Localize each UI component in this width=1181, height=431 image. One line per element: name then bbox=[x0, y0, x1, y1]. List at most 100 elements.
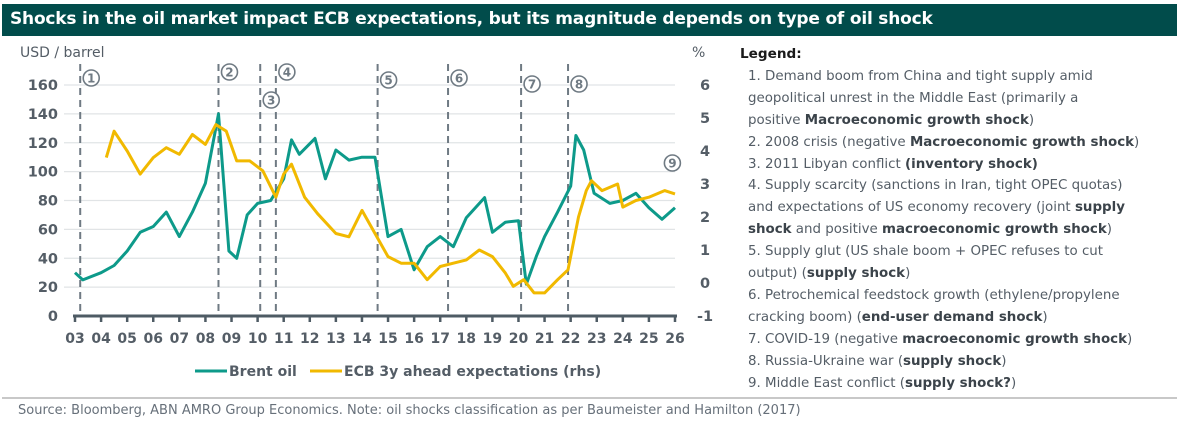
shock-marker-label: 1 bbox=[87, 72, 95, 86]
series-lines bbox=[73, 112, 676, 295]
y-tick-label: 60 bbox=[38, 222, 58, 238]
legend-text: positive bbox=[748, 112, 805, 128]
y-tick-label: 120 bbox=[28, 136, 58, 152]
legend-text: 3. 2011 Libyan conflict bbox=[748, 156, 905, 172]
legend-text: 4. Supply scarcity (sanctions in Iran, t… bbox=[748, 178, 1123, 194]
shock-marker-circle bbox=[220, 63, 239, 81]
legend-text: 6. Petrochemical feedstock growth (ethyl… bbox=[748, 287, 1120, 303]
legend-text: ) bbox=[1134, 134, 1140, 150]
y2-tick-label: 2 bbox=[700, 210, 710, 226]
x-tick-label: 14 bbox=[352, 331, 372, 347]
shock-marker-circle bbox=[262, 91, 281, 109]
legend-item: shock and positive macroeconomic growth … bbox=[748, 219, 1180, 241]
shock-marker-circle bbox=[523, 75, 541, 93]
y-tick-label: 100 bbox=[28, 165, 58, 181]
legend-text: ) bbox=[1010, 375, 1017, 391]
x-tick-label: 16 bbox=[404, 331, 423, 347]
legend-text: and expectations of US economy recovery … bbox=[748, 200, 1075, 216]
legend-text: ) bbox=[1028, 112, 1035, 128]
legend-item: 1. Demand boom from China and tight supp… bbox=[748, 66, 1180, 88]
legend-text: 5. Supply glut (US shale boom + OPEC ref… bbox=[748, 244, 1104, 260]
legend-item: cracking boom) (end-user demand shock) bbox=[748, 307, 1180, 329]
legend-text: 1. Demand boom from China and tight supp… bbox=[748, 68, 1093, 84]
y2-tick-label: 1 bbox=[700, 243, 710, 259]
shock-marker-label: 3 bbox=[267, 94, 275, 108]
legend-heading: Legend: bbox=[740, 46, 802, 62]
y2-tick-label: 4 bbox=[700, 144, 710, 160]
x-tick-label: 08 bbox=[196, 331, 215, 347]
title-bar: Shocks in the oil market impact ECB expe… bbox=[2, 4, 1177, 36]
legend-item: and expectations of US economy recovery … bbox=[748, 197, 1180, 219]
y2-tick-label: 3 bbox=[700, 177, 710, 193]
shock-type: Macroeconomic growth shock bbox=[804, 112, 1029, 128]
y-tick-label: 160 bbox=[28, 78, 58, 94]
y-tick-label: 140 bbox=[28, 107, 58, 123]
y-tick-label: 40 bbox=[38, 251, 58, 267]
shock-markers: 1 2 34 5 6 7 8 9 bbox=[79, 63, 682, 316]
shock-type: supply shock bbox=[903, 353, 1002, 369]
legend-item: 4. Supply scarcity (sanctions in Iran, t… bbox=[748, 175, 1180, 197]
shock-type: supply bbox=[1074, 200, 1125, 216]
x-tick-label: 23 bbox=[587, 331, 606, 347]
y2-tick-label: 6 bbox=[700, 78, 710, 94]
shock-legend-panel: Legend: 1. Demand boom from China and ti… bbox=[740, 44, 1180, 395]
shock-marker-circle bbox=[663, 154, 682, 172]
x-tick-label: 04 bbox=[91, 331, 111, 347]
legend-item: 3. 2011 Libyan conflict (inventory shock… bbox=[748, 154, 1180, 176]
shock-type: supply shock? bbox=[904, 375, 1011, 391]
shock-marker-label: 5 bbox=[384, 74, 392, 88]
legend-text: and positive bbox=[791, 222, 883, 238]
chart-title: Shocks in the oil market impact ECB expe… bbox=[10, 9, 933, 29]
legend-item: output) (supply shock) bbox=[748, 263, 1180, 285]
x-tick-label: 19 bbox=[483, 331, 502, 347]
x-tick-label: 21 bbox=[535, 331, 554, 347]
x-tick-label: 06 bbox=[144, 331, 163, 347]
shock-marker-label: 9 bbox=[668, 157, 676, 171]
shock-type: supply shock bbox=[806, 266, 906, 282]
y-tick-label: 80 bbox=[38, 194, 58, 210]
legend-item: 5. Supply glut (US shale boom + OPEC ref… bbox=[748, 241, 1180, 263]
y2-axis-label: % bbox=[692, 45, 705, 61]
legend-text: output) ( bbox=[748, 266, 807, 282]
shock-type: shock bbox=[748, 222, 792, 238]
x-tick-label: 26 bbox=[665, 331, 684, 347]
legend-text: geopolitical unrest in the Middle East (… bbox=[748, 90, 1079, 106]
y-axis-right: -1 0 1 2 3 4 5 6 bbox=[697, 78, 713, 325]
y-axis-label: USD / barrel bbox=[20, 45, 104, 61]
shock-type: (inventory shock) bbox=[905, 156, 1038, 172]
shock-marker-label: 2 bbox=[225, 66, 233, 80]
legend-text: 9. Middle East conflict ( bbox=[748, 375, 905, 391]
chart-legend: Brent oil ECB 3y ahead expectations (rhs) bbox=[195, 364, 601, 380]
x-tick-label: 17 bbox=[430, 331, 449, 347]
source-note: Source: Bloomberg, ABN AMRO Group Econom… bbox=[18, 403, 801, 418]
x-tick-label: 09 bbox=[222, 331, 241, 347]
shock-marker-circle bbox=[450, 69, 468, 87]
shock-marker-circle bbox=[82, 69, 101, 87]
legend-text: 7. COVID-19 (negative bbox=[748, 331, 903, 347]
x-tick-label: 07 bbox=[170, 331, 189, 347]
shock-marker-label: 8 bbox=[575, 78, 583, 92]
y2-tick-label: 5 bbox=[700, 111, 710, 127]
x-tick-label: 10 bbox=[248, 331, 268, 347]
shock-marker-label: 7 bbox=[528, 78, 536, 92]
x-tick-label: 11 bbox=[274, 331, 293, 347]
x-tick-label: 20 bbox=[509, 331, 529, 347]
legend-label: Brent oil bbox=[229, 364, 297, 380]
legend-text: ) bbox=[1042, 309, 1048, 325]
shock-type: macroeconomic growth shock bbox=[902, 331, 1128, 347]
legend-text: ) bbox=[1127, 331, 1133, 347]
legend-text: ) bbox=[1001, 353, 1007, 369]
shock-type: Macroeconomic growth shock bbox=[909, 134, 1135, 150]
divider bbox=[2, 397, 1177, 399]
legend-text: 8. Russia-Ukraine war ( bbox=[748, 353, 904, 369]
legend-label: ECB 3y ahead expectations (rhs) bbox=[344, 364, 601, 380]
x-tick-label: 25 bbox=[639, 331, 658, 347]
shock-marker-label: 6 bbox=[455, 72, 463, 86]
x-tick-label: 22 bbox=[561, 331, 580, 347]
legend-item: 7. COVID-19 (negative macroeconomic grow… bbox=[748, 329, 1180, 351]
legend-item: 2. 2008 crisis (negative Macroeconomic g… bbox=[748, 132, 1180, 154]
shock-type: macroeconomic growth shock bbox=[882, 222, 1107, 238]
shock-marker-circle bbox=[570, 75, 588, 93]
x-tick-label: 03 bbox=[65, 331, 84, 347]
